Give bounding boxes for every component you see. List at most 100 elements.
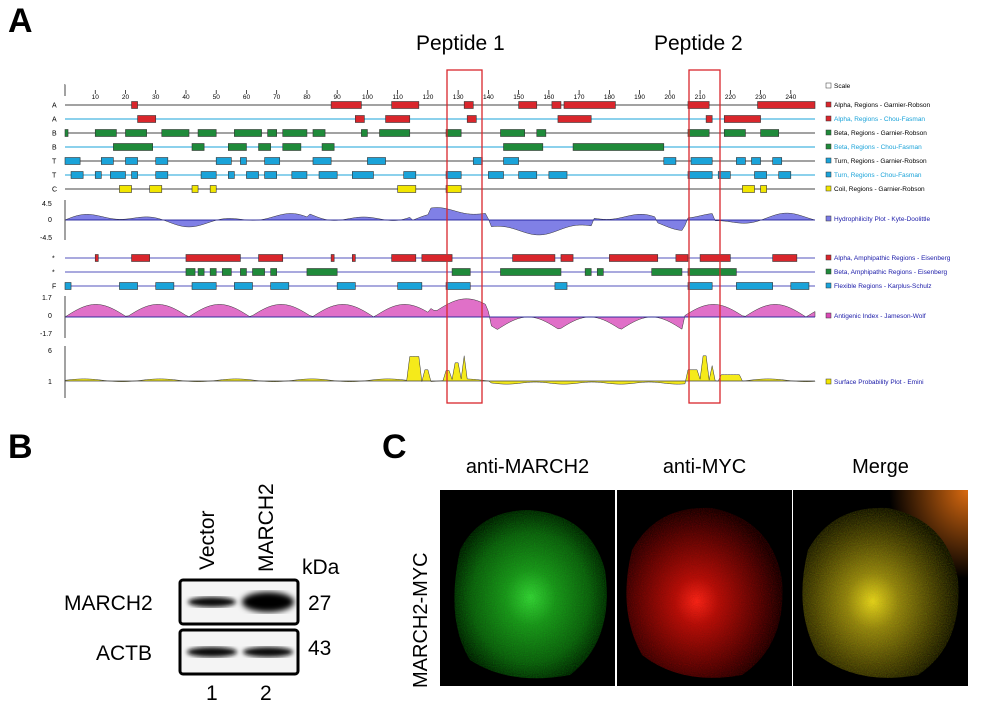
track-letter: T (52, 159, 57, 166)
title-anti-myc: anti-MYC (662, 456, 747, 478)
region-segment (318, 171, 338, 179)
legend-swatch (825, 82, 832, 89)
amph-letter: * (52, 270, 55, 277)
region-segment (312, 157, 332, 165)
region-segment (119, 185, 132, 193)
legend-text: Coil, Regions - Garnier-Robson (834, 186, 925, 193)
region-segment (131, 101, 138, 109)
region-segment (258, 143, 271, 151)
legend-swatch (825, 378, 832, 385)
scale-tick-label: 220 (725, 94, 736, 101)
region-segment (125, 157, 138, 165)
amph-segment (185, 254, 241, 262)
legend-text: Surface Probability Plot - Emini (834, 379, 924, 386)
scale-tick-label: 20 (122, 94, 130, 101)
region-segment (291, 171, 308, 179)
region-segment (264, 157, 281, 165)
amph-segment (209, 268, 217, 276)
amph-segment (699, 254, 731, 262)
scale-tick-label: 90 (334, 94, 342, 101)
region-segment (403, 171, 417, 179)
region-segment (155, 171, 169, 179)
peptide-1-label: Peptide 1 (416, 32, 505, 55)
legend-swatch (825, 185, 832, 192)
amph-segment (397, 282, 423, 290)
region-segment (264, 171, 277, 179)
amph-segment (336, 282, 356, 290)
micrograph-merge (793, 490, 968, 686)
region-segment (209, 185, 217, 193)
region-segment (705, 115, 713, 123)
region-segment (391, 101, 420, 109)
region-segment (215, 157, 232, 165)
region-segment (445, 185, 462, 193)
amph-letter: * (52, 256, 55, 263)
scale-tick-label: 200 (664, 94, 675, 101)
region-segment (563, 101, 616, 109)
axis-ag-bot: -1.7 (40, 331, 52, 338)
track-letter: A (52, 103, 57, 110)
legend-text: Flexible Regions - Karplus-Schulz (834, 283, 932, 290)
region-segment (500, 129, 525, 137)
amph-segment (500, 268, 562, 276)
region-segment (717, 171, 731, 179)
amph-segment (221, 268, 232, 276)
amph-segment (240, 268, 247, 276)
region-segment (351, 171, 374, 179)
region-segment (246, 171, 259, 179)
amph-segment (451, 268, 471, 276)
legend-text: Scale (834, 83, 851, 90)
region-segment (321, 143, 335, 151)
region-segment (361, 129, 368, 137)
legend-text: Alpha, Amphipathic Regions - Eisenberg (834, 255, 951, 262)
region-segment (161, 129, 190, 137)
region-segment (690, 157, 713, 165)
region-segment (70, 171, 84, 179)
micrograph-green (440, 490, 615, 686)
scale-tick-label: 190 (634, 94, 645, 101)
track-letter: A (52, 117, 57, 124)
amph-segment (252, 268, 265, 276)
region-segment (760, 185, 767, 193)
region-segment (518, 171, 538, 179)
track-letter: B (52, 131, 57, 138)
region-segment (557, 115, 592, 123)
band-march2-vector (188, 597, 236, 607)
peptide-2-box (688, 69, 721, 404)
row-label-march2-myc: MARCH2-MYC (410, 552, 432, 688)
amph-segment (306, 268, 338, 276)
region-segment (149, 185, 163, 193)
scale-tick-label: 180 (604, 94, 615, 101)
region-segment (197, 129, 217, 137)
axis-sp-top: 6 (48, 348, 52, 355)
scale-tick-label: 60 (243, 94, 251, 101)
scale-tick-label: 10 (92, 94, 100, 101)
amph-segment (687, 282, 713, 290)
amph-segment (391, 254, 417, 262)
legend-swatch (825, 282, 832, 289)
panel-a-letter: A (8, 2, 33, 40)
region-segment (367, 157, 386, 165)
region-segment (267, 129, 277, 137)
amph-segment (119, 282, 138, 290)
amph-segment (64, 282, 72, 290)
legend-swatch (825, 254, 832, 261)
amph-segment (687, 268, 737, 276)
title-anti-march2: anti-MARCH2 (465, 456, 590, 478)
legend-swatch (825, 115, 832, 122)
region-segment (503, 143, 544, 151)
region-segment (687, 171, 713, 179)
amph-segment (185, 268, 196, 276)
antigenic-plot (64, 298, 816, 330)
amph-segment (155, 282, 175, 290)
amph-segment (596, 268, 604, 276)
scale-tick-label: 50 (213, 94, 221, 101)
region-segment (113, 143, 154, 151)
region-segment (110, 171, 126, 179)
axis-ag-mid: 0 (48, 313, 52, 320)
legend-text: Antigenic Index - Jameson-Wolf (834, 313, 926, 320)
region-segment (723, 129, 746, 137)
region-segment (572, 143, 665, 151)
region-segment (518, 101, 538, 109)
protean-plot: 10 20 30 40 50 60 70 80 90 100 110 120 130 140 150 160 1… (40, 69, 951, 404)
